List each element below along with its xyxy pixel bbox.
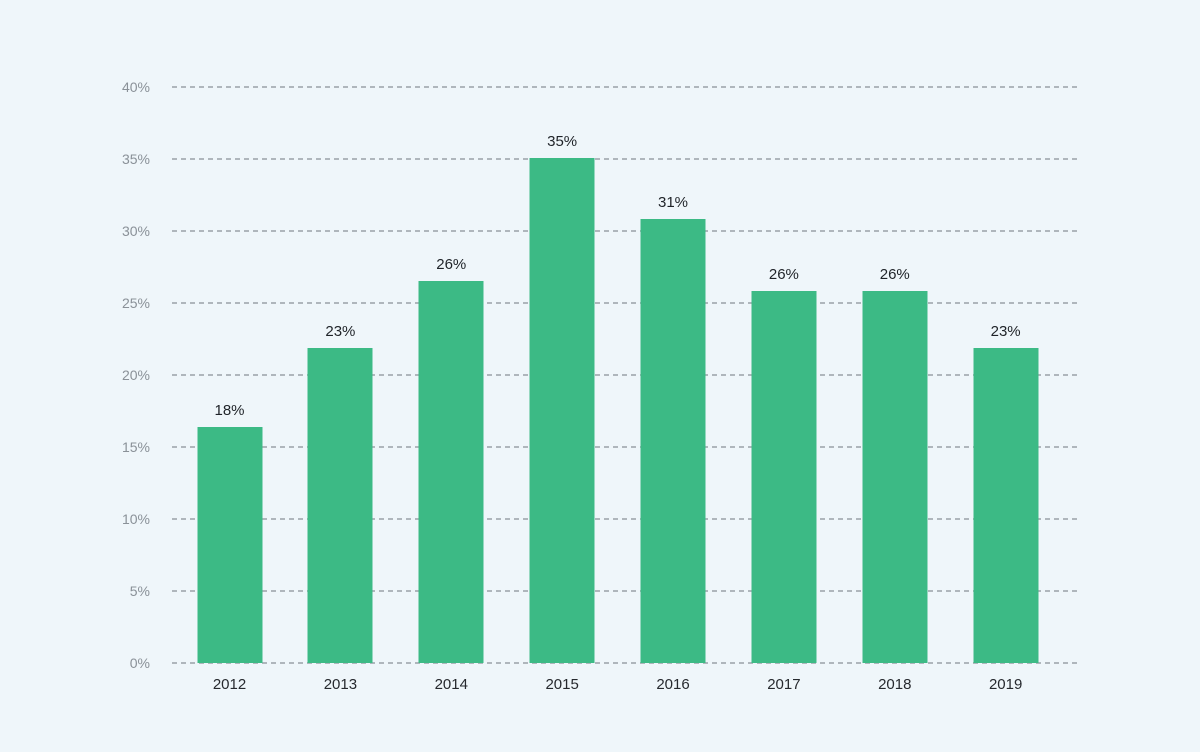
gridline <box>172 374 1077 376</box>
y-axis-tick-label: 5% <box>129 583 150 599</box>
x-axis-tick-label: 2014 <box>434 676 468 693</box>
bar-group-2019: 23% 2019 <box>950 87 1061 693</box>
gridline <box>172 446 1077 448</box>
bar-value-label: 31% <box>657 194 689 212</box>
x-axis-tick-label: 2018 <box>878 676 912 693</box>
bar-group-2015: 35% 2015 <box>507 87 618 693</box>
y-axis-tick-label: 25% <box>121 295 150 311</box>
bar-2016 <box>640 219 706 663</box>
bar-value-label: 26% <box>879 266 910 284</box>
gridline <box>172 662 1077 664</box>
y-axis-tick-label: 30% <box>121 223 150 239</box>
bar-2019 <box>973 347 1039 663</box>
bar-2013 <box>307 347 373 663</box>
gridline <box>172 86 1077 88</box>
bar-group-2014: 26% 2014 <box>396 87 507 693</box>
bar-value-label: 35% <box>547 132 578 150</box>
bar-2012 <box>197 426 262 663</box>
bar-value-label: 18% <box>214 401 245 419</box>
bar-2014 <box>418 281 484 663</box>
x-axis-tick-label: 2016 <box>656 676 690 693</box>
bar-group-2018: 26% 2018 <box>839 87 950 693</box>
gridline <box>172 302 1077 304</box>
x-axis-tick-label: 2017 <box>767 676 801 693</box>
x-axis-tick-label: 2015 <box>545 676 579 693</box>
bar-value-label: 26% <box>436 256 467 274</box>
y-axis-tick-label: 0% <box>129 655 150 671</box>
gridline <box>172 158 1077 160</box>
bar-group-2016: 31% 2016 <box>618 87 729 693</box>
bar-2017 <box>751 291 817 663</box>
bar-value-label: 23% <box>325 322 356 340</box>
y-axis-tick-label: 40% <box>121 79 150 95</box>
gridline <box>172 230 1077 232</box>
bar-group-2012: 18% 2012 <box>174 87 285 693</box>
x-axis-tick-label: 2019 <box>988 676 1023 693</box>
x-axis-tick-label: 2013 <box>323 676 358 693</box>
bar-value-label: 26% <box>768 266 799 284</box>
bar-2015 <box>529 157 595 663</box>
y-axis-tick-label: 15% <box>121 439 150 455</box>
bar-value-label: 23% <box>990 322 1021 340</box>
x-axis-tick-label: 2012 <box>212 676 247 693</box>
bar-2018 <box>862 291 928 663</box>
y-axis-tick-label: 10% <box>121 511 150 527</box>
bar-group-2013: 23% 2013 <box>285 87 396 693</box>
y-axis-tick-label: 20% <box>121 367 150 383</box>
gridline <box>172 590 1077 592</box>
gridline <box>172 518 1077 520</box>
bar-group-2017: 26% 2017 <box>728 87 839 693</box>
y-axis-tick-label: 35% <box>121 151 150 167</box>
